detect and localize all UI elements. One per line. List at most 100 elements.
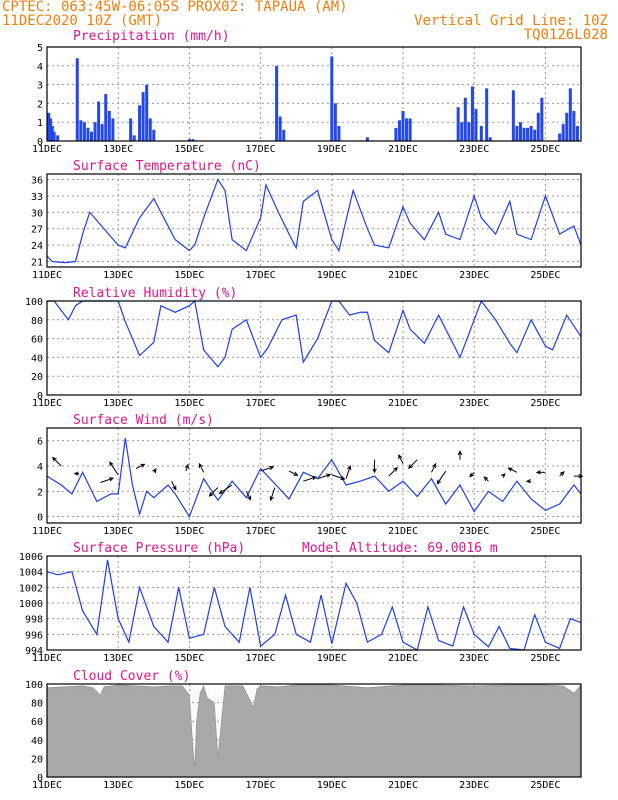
cloud-cover-xtick-label: 19DEC <box>317 780 347 791</box>
pressure-xtick-label: 13DEC <box>103 653 133 664</box>
wind-arrow-head <box>340 475 346 481</box>
precip-bar <box>187 139 191 141</box>
wind-arrow <box>52 457 62 467</box>
precipitation-frame <box>46 46 582 142</box>
humidity-xtick-label: 11DEC <box>32 398 62 409</box>
pressure-ytick-label: 1006 <box>19 552 43 563</box>
wind-arrow-head <box>109 461 114 467</box>
pressure-ytick-label: 1002 <box>19 583 43 594</box>
wind-arrow-head <box>326 473 332 478</box>
wind-xtick-label: 17DEC <box>246 526 276 537</box>
precip-bar <box>75 58 79 141</box>
precip-bar <box>565 112 569 141</box>
wind-arrow <box>288 470 298 476</box>
precip-bar <box>405 118 409 141</box>
wind-arrow-head <box>269 496 274 502</box>
precipitation-ytick-label: 3 <box>37 81 43 92</box>
wind-xtick-label: 23DEC <box>459 526 489 537</box>
wind-arrow <box>436 470 447 484</box>
cloud-cover-xtick-label: 17DEC <box>246 780 276 791</box>
wind-arrow-head <box>140 463 146 468</box>
pressure-title: Surface Pressure (hPa) <box>73 541 245 556</box>
wind-ytick-label: 0 <box>37 513 43 524</box>
precip-bar <box>518 122 522 141</box>
wind-xtick-label: 25DEC <box>530 526 560 537</box>
precip-bar <box>132 135 136 141</box>
humidity-ytick-label: 40 <box>31 353 43 364</box>
pressure-ytick-label: 998 <box>25 615 43 626</box>
humidity-ytick-label: 80 <box>31 316 43 327</box>
wind-arrow-head <box>500 473 506 478</box>
precip-bar <box>191 139 195 141</box>
wind-xtick-label: 11DEC <box>32 526 62 537</box>
precipitation-xtick-label: 19DEC <box>317 144 347 155</box>
wind-arrow-head <box>398 454 403 460</box>
wind-arrow <box>345 465 351 479</box>
cloud-cover-xtick-label: 25DEC <box>530 780 560 791</box>
model-altitude-label: Model Altitude: 69.0016 m <box>302 541 498 556</box>
wind-line <box>46 438 582 519</box>
wind-arrow-head <box>525 479 531 484</box>
precip-bar <box>575 125 579 141</box>
humidity-xtick-label: 15DEC <box>174 398 204 409</box>
precip-bar <box>49 118 53 141</box>
precip-bar <box>90 131 93 141</box>
precip-bar <box>515 125 519 141</box>
humidity-xtick-label: 21DEC <box>388 398 418 409</box>
wind-arrow-head <box>218 489 224 495</box>
wind-arrow <box>303 476 317 482</box>
temperature-xtick-label: 15DEC <box>174 270 204 281</box>
pressure-xtick-label: 25DEC <box>530 653 560 664</box>
precip-bar <box>278 116 282 141</box>
wind-arrow-head <box>483 476 489 481</box>
precip-bar <box>408 118 412 141</box>
precipitation-title: Precipitation (mm/h) <box>73 29 230 44</box>
humidity-xtick-label: 23DEC <box>459 398 489 409</box>
pressure-xtick-label: 15DEC <box>174 653 204 664</box>
precip-bar <box>129 118 133 141</box>
wind-arrow-head <box>73 471 79 476</box>
temperature-title: Surface Temperature (nC) <box>73 159 261 174</box>
wind-arrow-head <box>507 467 513 472</box>
temperature-line <box>46 178 582 264</box>
precip-bar <box>460 122 464 141</box>
header-run-time: 11DEC2020 10Z (GMT) <box>2 13 163 29</box>
wind-arrow <box>135 463 145 469</box>
precipitation-xtick-label: 17DEC <box>246 144 276 155</box>
precip-bar <box>111 118 115 141</box>
precipitation-xtick-label: 11DEC <box>32 144 62 155</box>
precip-bar <box>540 97 544 141</box>
cloud-cover-title: Cloud Cover (%) <box>73 669 190 684</box>
wind-arrow-head <box>208 491 214 497</box>
temperature-frame <box>46 173 582 268</box>
precipitation-xtick-label: 25DEC <box>530 144 560 155</box>
precipitation-xtick-label: 15DEC <box>174 144 204 155</box>
wind-arrow-head <box>108 477 115 482</box>
header-station: CPTEC: 063:45W-06:05S PROX02: TAPAUA (AM… <box>2 0 348 15</box>
precip-bar <box>394 127 398 141</box>
cloud-cover-xtick-label: 21DEC <box>388 780 418 791</box>
wind-xtick-label: 13DEC <box>103 526 133 537</box>
wind-ytick-label: 2 <box>37 487 43 498</box>
humidity-ytick-label: 20 <box>31 372 43 383</box>
precip-bar <box>401 110 405 141</box>
humidity-xtick-label: 13DEC <box>103 398 133 409</box>
precip-bar <box>50 125 54 141</box>
humidity-xtick-label: 25DEC <box>530 398 560 409</box>
precip-bar <box>93 122 97 141</box>
cloud-cover-panel: 0 20 40 60 80 100 11DEC 13DEC 15DEC 17DEC 19DEC 21D… <box>25 669 582 791</box>
precip-bar <box>337 125 341 141</box>
temperature-xtick-label: 17DEC <box>246 270 276 281</box>
wind-arrow <box>109 461 119 476</box>
wind-arrow-head <box>393 466 398 472</box>
wind-arrow-head <box>269 465 275 471</box>
precipitation-ytick-label: 4 <box>37 62 43 73</box>
wind-title: Surface Wind (m/s) <box>73 413 214 428</box>
humidity-xtick-label: 17DEC <box>246 398 276 409</box>
pressure-ytick-label: 1000 <box>19 599 43 610</box>
humidity-xtick-label: 19DEC <box>317 398 347 409</box>
precipitation-xtick-label: 21DEC <box>388 144 418 155</box>
humidity-ytick-label: 100 <box>25 297 43 308</box>
wind-arrow-head <box>535 470 541 475</box>
